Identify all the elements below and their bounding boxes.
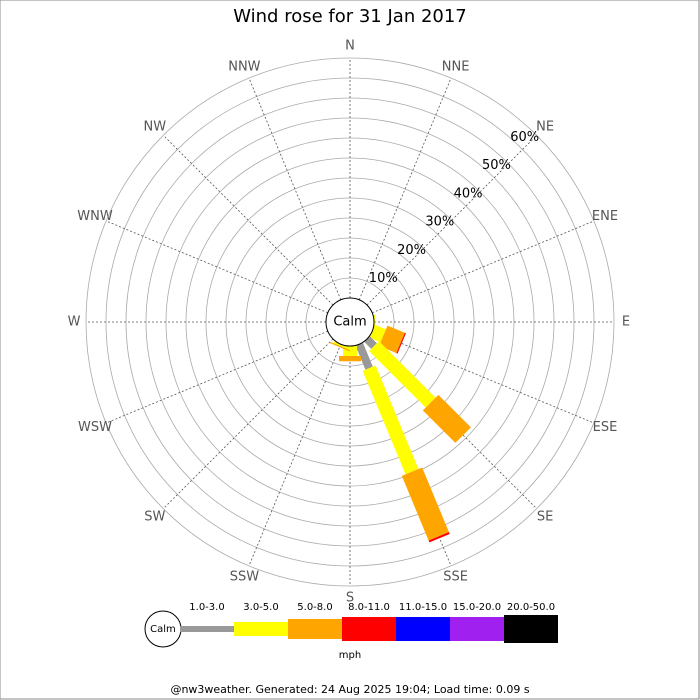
- footer: @nw3weather. Generated: 24 Aug 2025 19:0…: [170, 683, 529, 696]
- wind-bar: [364, 336, 377, 349]
- y-tick-label: 20%: [397, 243, 426, 258]
- direction-label: NW: [144, 119, 167, 134]
- legend-swatch: [342, 617, 396, 641]
- wind-bar: [422, 394, 471, 443]
- spoke: [358, 77, 452, 300]
- spoke: [163, 135, 334, 306]
- legend-calm-label: Calm: [150, 624, 176, 635]
- spoke: [105, 330, 328, 424]
- legend-swatch: [288, 619, 342, 639]
- y-tick-label: 50%: [482, 158, 511, 173]
- calm-circle: [325, 297, 375, 347]
- direction-label: ESE: [593, 420, 618, 435]
- legend-swatch: [504, 615, 558, 643]
- wind-bar: [369, 341, 436, 408]
- direction-label: NNE: [442, 60, 470, 75]
- direction-label: N: [345, 39, 355, 54]
- spoke: [372, 220, 595, 314]
- wind-bar: [428, 532, 450, 543]
- legend-unit: mph: [339, 650, 361, 661]
- y-tick-label: 10%: [369, 271, 398, 286]
- legend-label: 11.0-15.0: [399, 602, 447, 613]
- direction-label: SSE: [443, 569, 468, 584]
- direction-label: SSW: [230, 569, 260, 584]
- wind-bar: [329, 341, 351, 352]
- direction-label: S: [346, 591, 354, 606]
- y-tick-label: 30%: [425, 215, 454, 230]
- spoke: [248, 77, 342, 300]
- legend-label: 5.0-8.0: [297, 602, 332, 613]
- legend-label: 3.0-5.0: [243, 602, 278, 613]
- legend-label: 20.0-50.0: [507, 602, 555, 613]
- direction-label: WNW: [77, 209, 113, 224]
- wind-bar: [401, 467, 449, 541]
- wind-bar: [355, 342, 373, 370]
- spoke: [163, 338, 334, 509]
- wind-bar: [379, 325, 405, 354]
- wind-bar: [396, 332, 406, 354]
- legend-label: 1.0-3.0: [189, 602, 224, 613]
- y-tick-label: 60%: [510, 130, 539, 145]
- direction-label: SE: [537, 510, 553, 525]
- legend-label: 8.0-11.0: [348, 602, 390, 613]
- spoke: [366, 135, 537, 306]
- legend-swatch: [180, 626, 234, 632]
- legend-swatch: [450, 617, 504, 641]
- wind-bar: [369, 324, 386, 343]
- direction-label: W: [68, 315, 81, 330]
- legend-swatch: [396, 617, 450, 641]
- grid-ring: [85, 57, 615, 587]
- wind-bar: [339, 356, 361, 362]
- wind-bar: [362, 365, 419, 475]
- spoke: [372, 330, 595, 424]
- chart-title: Wind rose for 31 Jan 2017: [233, 6, 467, 27]
- direction-label: WSW: [78, 420, 112, 435]
- spoke: [105, 220, 328, 314]
- legend-swatch: [234, 622, 288, 636]
- direction-label: NNW: [228, 60, 260, 75]
- legend-label: 15.0-20.0: [453, 602, 501, 613]
- direction-label: ENE: [592, 209, 618, 224]
- direction-label: E: [622, 315, 630, 330]
- spoke: [248, 344, 342, 567]
- direction-label: SW: [144, 510, 165, 525]
- y-tick-label: 40%: [454, 186, 483, 201]
- direction-label: NE: [536, 119, 554, 134]
- wind-bar: [333, 341, 348, 349]
- calm-label: Calm: [333, 315, 366, 330]
